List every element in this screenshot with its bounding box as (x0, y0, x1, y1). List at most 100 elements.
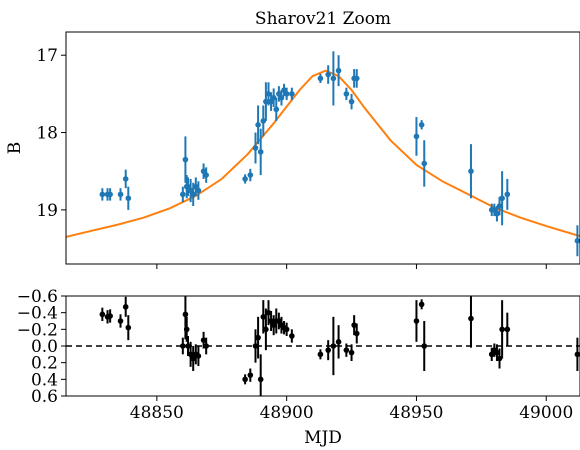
y-tick-label: 0.4 (31, 370, 58, 390)
residual-marker (574, 351, 580, 358)
residual-point (421, 321, 428, 371)
data-point (252, 132, 259, 164)
data-point-marker (247, 172, 254, 178)
residual-point (99, 307, 106, 321)
residual-point (203, 337, 209, 355)
y-tick-label: −0.2 (17, 320, 58, 340)
residual-point (317, 349, 324, 360)
data-point (195, 181, 202, 200)
residual-marker (289, 333, 295, 339)
data-point-marker (330, 75, 337, 82)
data-point (335, 55, 342, 87)
residual-marker (276, 318, 282, 324)
residual-point (242, 374, 248, 385)
data-point (125, 186, 132, 210)
residual-point (252, 329, 259, 363)
data-point-marker (203, 172, 209, 178)
residual-point (496, 348, 503, 369)
residual-point (255, 316, 261, 359)
residual-point (260, 300, 267, 334)
data-point (247, 168, 254, 182)
data-point (260, 105, 267, 137)
x-axis-label: MJD (304, 428, 342, 448)
data-point (242, 174, 248, 184)
residual-point (117, 314, 124, 328)
data-point (99, 188, 106, 201)
residual-point (180, 337, 186, 355)
x-tick-label: 48850 (130, 403, 184, 423)
residual-marker (325, 347, 331, 353)
y-tick-label: 0.2 (31, 354, 58, 374)
model-curve (66, 69, 580, 238)
data-point (203, 167, 209, 183)
residual-marker (117, 318, 124, 324)
residual-marker (257, 376, 264, 383)
residual-point (574, 337, 580, 371)
residual-marker (183, 326, 190, 333)
data-point (494, 206, 500, 222)
residual-marker (107, 313, 113, 319)
main-panel: 17 18 19 Sharov21 Zoom B (5, 9, 580, 269)
residual-marker (255, 334, 261, 341)
data-point-marker (283, 91, 290, 97)
y-tick-label: 0.0 (31, 337, 58, 357)
main-y-axis-ticks: 17 18 19 (36, 46, 66, 221)
data-point-marker (107, 191, 113, 198)
data-point (348, 93, 355, 110)
residual-marker (195, 353, 202, 359)
residual-marker (351, 322, 357, 328)
data-point-marker (260, 118, 267, 124)
residual-point (183, 316, 190, 342)
data-point-marker (499, 195, 505, 202)
data-point-marker (265, 91, 272, 97)
data-point-marker (418, 122, 425, 128)
data-point (343, 87, 350, 101)
residual-point (351, 315, 357, 336)
residual-marker (343, 347, 350, 353)
y-tick-label: 19 (36, 201, 58, 221)
residual-marker (99, 311, 106, 318)
data-point (273, 97, 280, 121)
data-point (325, 65, 331, 84)
residual-marker (182, 311, 189, 318)
main-plot-area (66, 32, 580, 264)
data-point-marker (263, 98, 269, 105)
data-point (574, 225, 580, 257)
residual-marker (270, 322, 277, 328)
residual-marker (418, 301, 425, 308)
data-points-layer (99, 51, 580, 257)
data-point (496, 196, 503, 216)
residual-point (276, 312, 282, 330)
residual-marker (494, 349, 500, 356)
x-tick-label: 49000 (519, 403, 573, 423)
residual-point (468, 296, 474, 348)
residual-marker (265, 309, 272, 316)
data-point-marker (195, 187, 202, 194)
residual-point (289, 329, 295, 343)
data-point (180, 186, 186, 203)
residual-point (122, 296, 129, 317)
data-point-marker (413, 133, 420, 140)
data-point-marker (117, 191, 124, 198)
data-point (283, 87, 290, 101)
residual-point (263, 308, 269, 351)
data-point-marker (242, 176, 248, 182)
main-plot-frame (65, 31, 580, 265)
data-point-marker (190, 191, 197, 198)
data-point-marker (122, 176, 129, 182)
data-point (418, 120, 425, 130)
residual-point (343, 343, 350, 357)
residual-point (185, 336, 191, 356)
data-point (107, 188, 113, 201)
residual-point (330, 316, 337, 376)
residual-point (418, 299, 425, 310)
data-point (317, 73, 324, 84)
data-point-marker (504, 191, 511, 198)
y-axis-label: B (5, 142, 25, 155)
data-point-marker (252, 145, 259, 151)
residual-marker (496, 355, 503, 362)
residual-marker (353, 330, 360, 337)
data-point-marker (317, 75, 324, 82)
residual-point (335, 325, 342, 359)
